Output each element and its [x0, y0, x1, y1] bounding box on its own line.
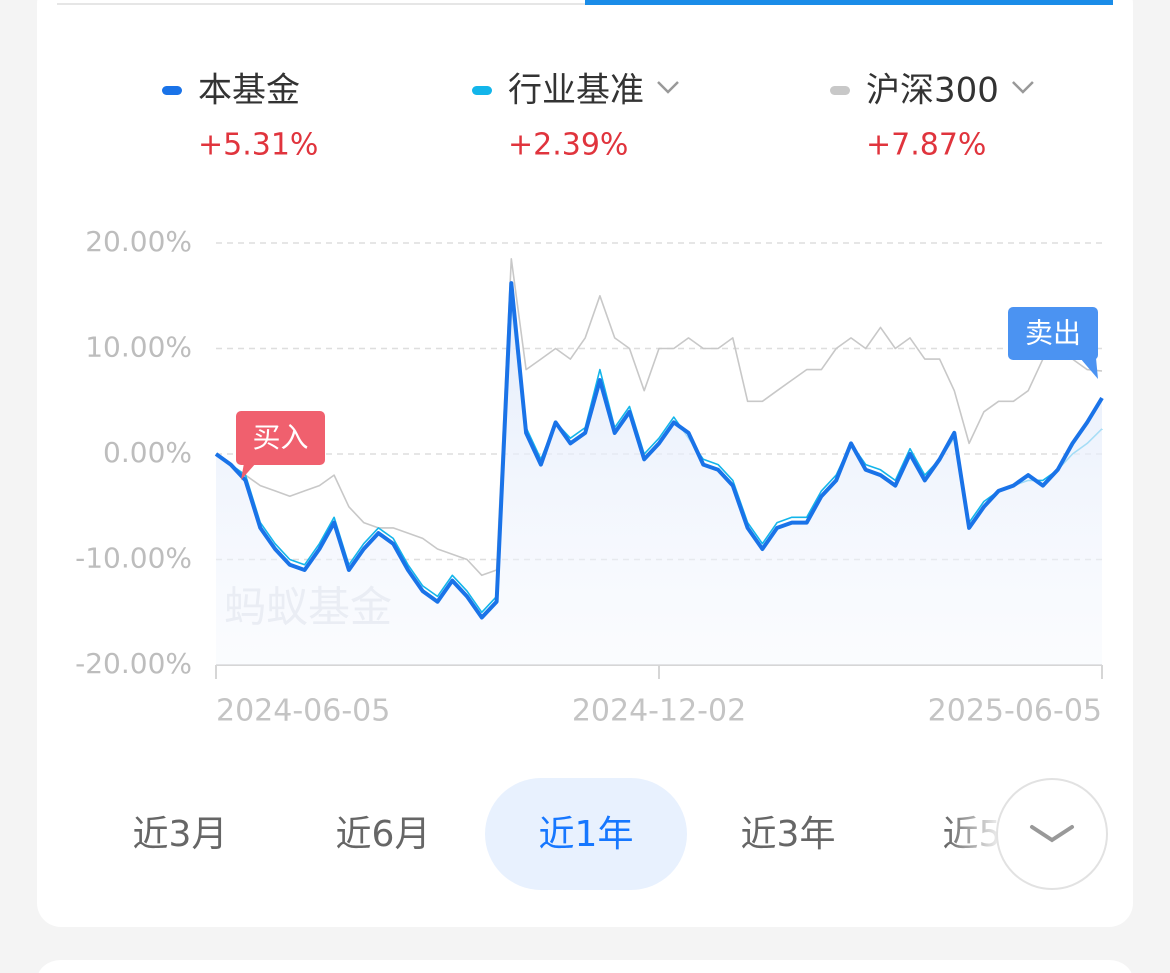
series-area	[216, 283, 1102, 665]
period-button[interactable]: 近6月	[336, 814, 431, 855]
annotation-box	[236, 411, 325, 465]
period-button[interactable]: 近3月	[133, 814, 228, 855]
y-tick-label: 20.00%	[85, 225, 192, 258]
annotation-label: 买入	[252, 421, 308, 454]
x-tick-label: 2024-06-05	[216, 694, 390, 729]
annotation-label: 卖出	[1025, 317, 1081, 350]
legend-marker	[162, 86, 182, 95]
tab-track	[57, 3, 585, 5]
legend-dropdown[interactable]	[657, 81, 679, 94]
legend-dropdown[interactable]	[1012, 81, 1034, 94]
annotation-pointer	[241, 463, 256, 480]
series-line	[214, 281, 1104, 620]
legend-marker	[472, 86, 492, 95]
y-tick-label: -20.00%	[75, 647, 192, 680]
expand-button[interactable]	[996, 778, 1108, 890]
period-selector: 近3月近6月近1年近3年近5年	[133, 778, 1108, 890]
fade-overlay	[945, 780, 1005, 890]
next-card	[38, 960, 1132, 973]
legend-label: 本基金	[198, 71, 300, 111]
legend-return: +5.31%	[198, 128, 318, 163]
y-tick-label: 0.00%	[103, 436, 192, 469]
x-tick-label: 2024-12-02	[572, 694, 746, 729]
y-tick-label: -10.00%	[75, 542, 192, 575]
legend-return: +2.39%	[508, 128, 628, 163]
legend-label: 沪深300	[866, 71, 999, 111]
period-button[interactable]: 近3年	[741, 814, 836, 855]
legend-label: 行业基准	[508, 71, 644, 111]
legend-marker	[830, 86, 850, 95]
expand-icon	[1030, 825, 1074, 843]
period-active-bg	[485, 778, 687, 890]
period-button[interactable]: 近1年	[539, 814, 634, 855]
chart: 蚂蚁基金20.00%10.00%0.00%-10.00%-20.00%2024-…	[75, 71, 1104, 729]
y-tick-label: 10.00%	[85, 331, 192, 364]
legend-return: +7.87%	[866, 128, 986, 163]
tab-indicator	[585, 0, 1113, 5]
series-line	[215, 258, 1103, 577]
annotation-box	[1008, 307, 1098, 360]
annotation-pointer	[1080, 358, 1098, 379]
x-tick-label: 2025-06-05	[928, 694, 1102, 729]
